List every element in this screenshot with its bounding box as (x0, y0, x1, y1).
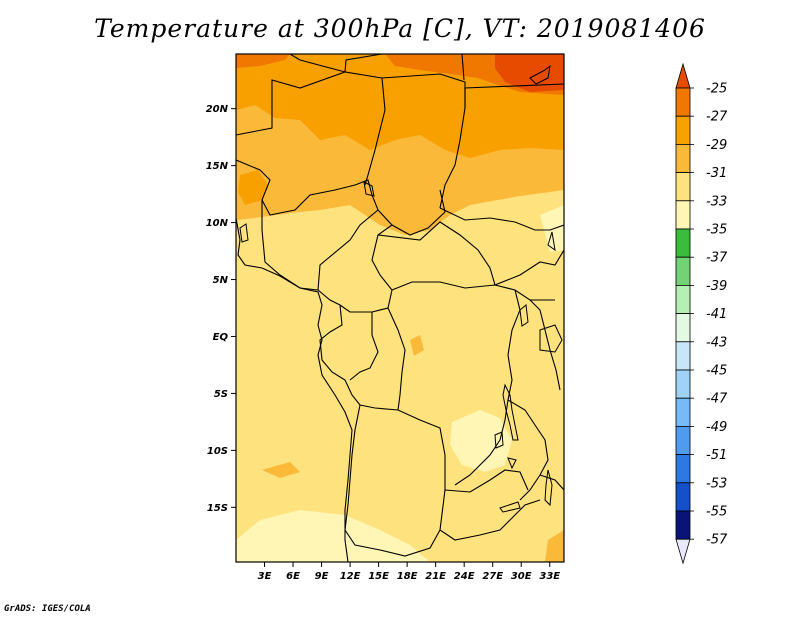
colorbar-segment (675, 510, 691, 540)
colorbar-segment (675, 454, 691, 484)
colorbar-label: -47 (706, 392, 728, 407)
colorbar-label: -39 (706, 279, 727, 294)
lon-tick-label: 33E (539, 571, 560, 582)
colorbar-segment (675, 228, 691, 258)
colorbar-top-arrow (675, 62, 691, 89)
lat-tick-label: EQ (213, 332, 229, 343)
contour-patch-35-33-south (236, 510, 430, 562)
colorbar-segment (675, 87, 691, 117)
colorbar-bottom-arrow (675, 538, 691, 565)
lake-kariba (499, 501, 521, 513)
colorbar-label: -45 (706, 364, 727, 379)
lon-tick-label: 6E (286, 571, 300, 582)
temperature-field (236, 54, 564, 562)
lon-tick-label: 27E (482, 571, 503, 582)
lon-tick-label: 15E (368, 571, 389, 582)
lon-tick-label: 30E (511, 571, 532, 582)
colorbar-segment (675, 425, 691, 455)
colorbar-label: -41 (706, 307, 727, 322)
colorbar-label: -27 (706, 110, 728, 125)
lake-albert (519, 304, 529, 327)
latitude-axis: 20N 15N 10N 5N EQ 5S 10S 15S (206, 104, 236, 514)
chart-title: Temperature at 300hPa [C], VT: 201908140… (94, 14, 706, 43)
contour-band-27-25 (236, 54, 290, 68)
lake-victoria (539, 324, 563, 353)
lat-tick-label: 20N (206, 104, 229, 115)
colorbar-label: -51 (706, 448, 727, 463)
colorbar-segment (675, 256, 691, 286)
colorbar-label: -33 (706, 194, 727, 209)
contour-patch-35-33-central (450, 410, 512, 472)
contour-spot-warm-1 (262, 462, 300, 478)
colorbar-segment (675, 172, 691, 202)
colorbar-segment (675, 482, 691, 512)
lake-bangweulu (507, 457, 517, 470)
lake-red-sea (529, 64, 551, 85)
colorbar-label: -49 (706, 420, 727, 435)
lake-chad (363, 181, 375, 197)
map-frame (235, 53, 565, 563)
lake-volta (239, 223, 249, 243)
lat-tick-label: 10N (206, 218, 229, 229)
lat-tick-label: 5S (214, 389, 228, 400)
colorbar-label: -57 (706, 533, 728, 548)
colorbar-label: -37 (706, 251, 728, 266)
colorbar-segment (675, 397, 691, 427)
colorbar-label: -43 (706, 335, 727, 350)
contour-spot-warm-3 (545, 530, 564, 562)
lat-tick-label: 15S (207, 503, 228, 514)
contour-band-29-27 (236, 54, 564, 158)
colorbar-segment (675, 284, 691, 314)
contour-core-25 (495, 54, 564, 92)
country-borders (236, 54, 564, 562)
contour-patch-35-33-east (540, 205, 564, 252)
lat-tick-label: 5N (213, 275, 229, 286)
colorbar-segment (675, 369, 691, 399)
lake-turkana (547, 231, 556, 252)
colorbar-segment (675, 115, 691, 145)
colorbar-segment (675, 200, 691, 230)
grads-credit: GrADS: IGES/COLA (4, 604, 91, 614)
lake-mweru (494, 431, 504, 449)
contour-patch-29-27-west (238, 170, 268, 205)
lat-tick-label: 10S (207, 446, 228, 457)
lon-tick-label: 3E (258, 571, 272, 582)
colorbar-segment (675, 143, 691, 173)
colorbar-segment (675, 341, 691, 371)
colorbar-label: -55 (706, 505, 727, 520)
colorbar-label: -35 (706, 223, 727, 238)
colorbar-label: -53 (706, 476, 727, 491)
contour-spot-warm-2 (410, 335, 424, 356)
lon-tick-label: 24E (454, 571, 475, 582)
colorbar-label: -29 (706, 138, 727, 153)
longitude-axis: 3E 6E 9E 12E 15E 18E 21E 24E 27E 30E 33E (258, 562, 560, 582)
lon-tick-label: 12E (340, 571, 361, 582)
lon-tick-label: 21E (425, 571, 446, 582)
lon-tick-label: 18E (397, 571, 418, 582)
lake-malawi (544, 469, 553, 507)
lon-tick-label: 9E (315, 571, 329, 582)
colorbar-label: -31 (706, 166, 727, 181)
lakes (239, 64, 563, 513)
colorbar: -25 -27 -29 -31 -33 -35 -37 -39 -41 -43 -45 -47 -49 -… (675, 62, 728, 565)
colorbar-label: -25 (706, 82, 727, 97)
colorbar-segment (675, 313, 691, 343)
lat-tick-label: 15N (206, 161, 229, 172)
lake-tanganyika (502, 383, 519, 441)
